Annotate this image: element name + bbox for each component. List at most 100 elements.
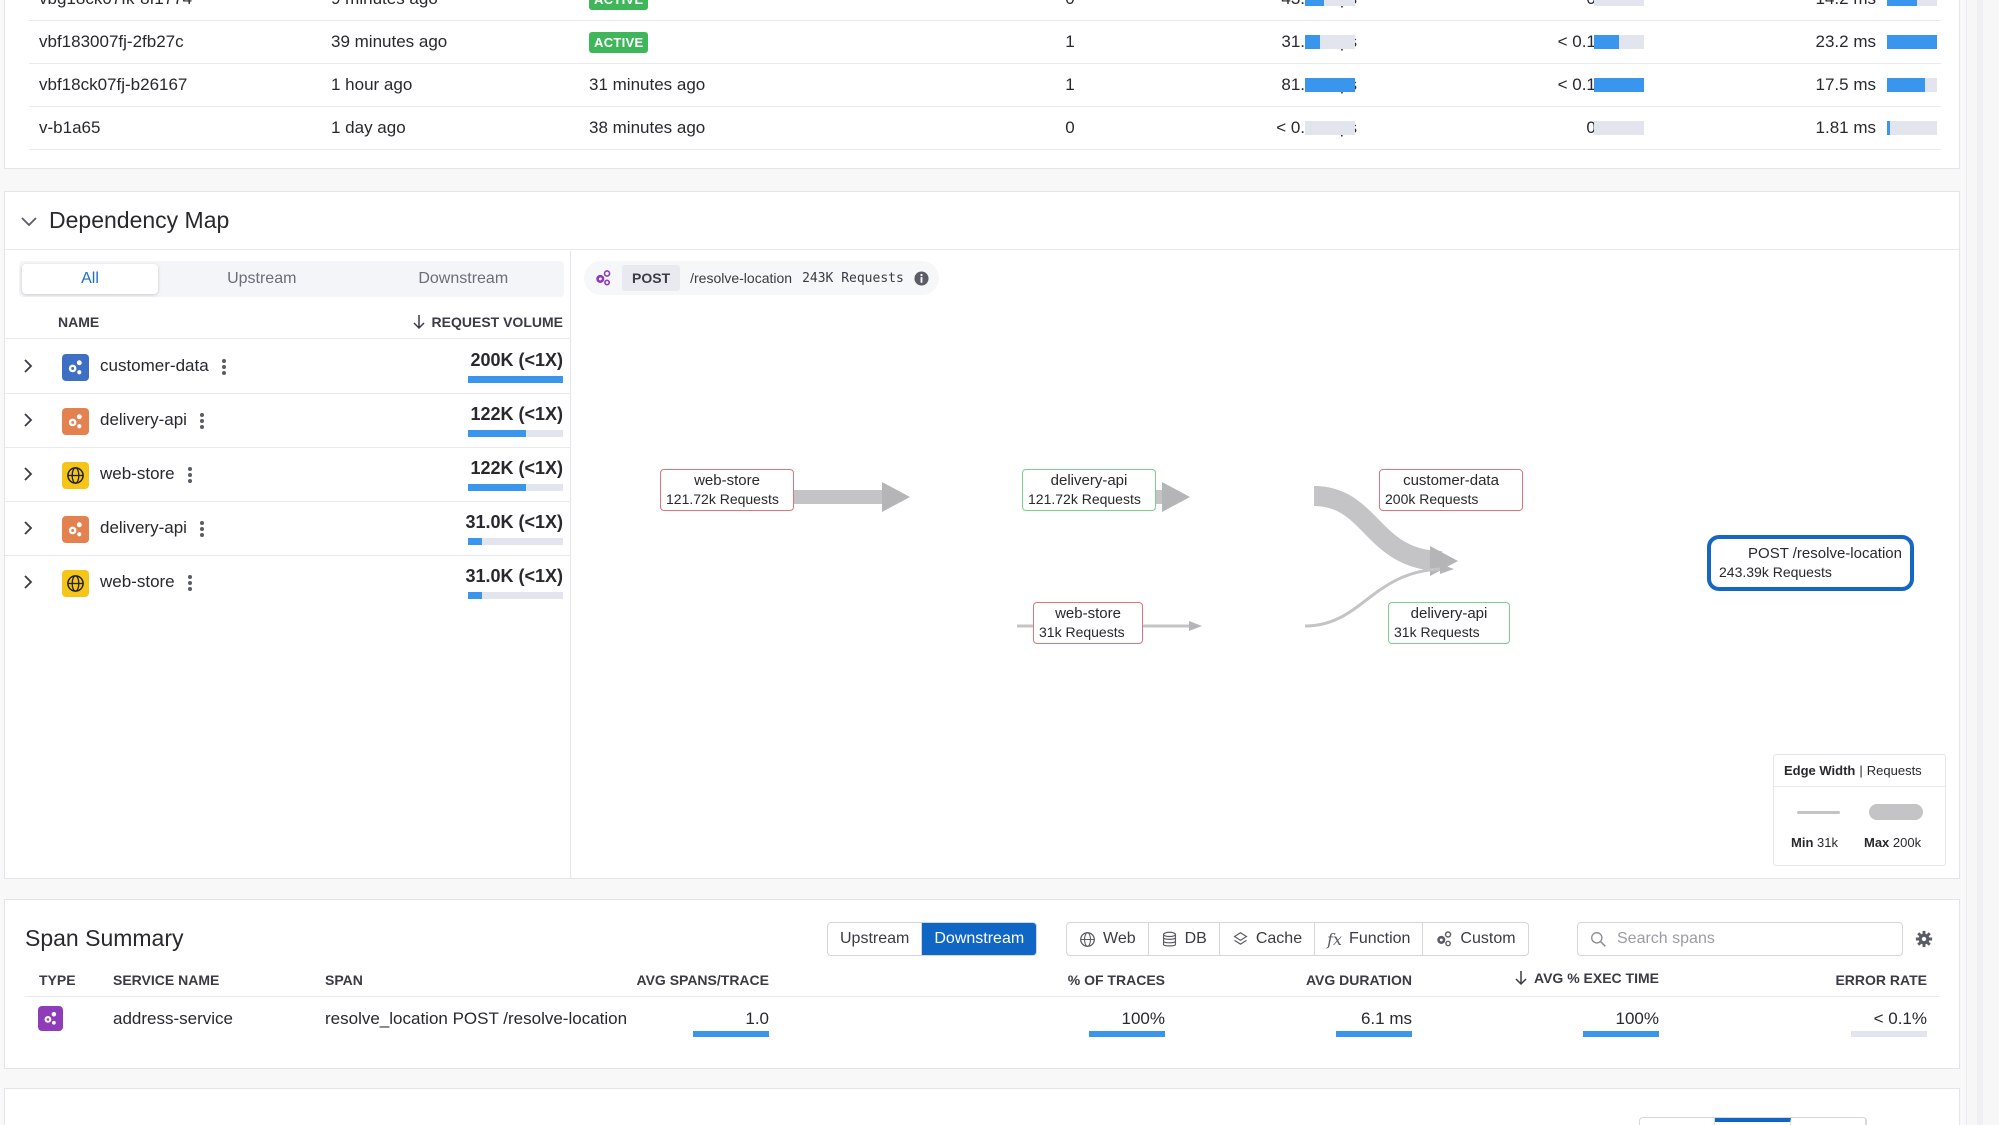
service-name: delivery-api: [100, 518, 205, 539]
tab-all[interactable]: All: [22, 264, 158, 294]
chevron-right-icon[interactable]: [19, 573, 37, 591]
dependency-list: All Upstream Downstream NAME REQUEST VOL…: [5, 251, 571, 878]
scrollbar-track[interactable]: [1977, 0, 1983, 1125]
column-name[interactable]: NAME: [58, 314, 100, 330]
more-options-icon[interactable]: [199, 519, 205, 539]
version-id: vbg18ck07fk-8f1774: [39, 0, 192, 9]
column-service-name[interactable]: SERVICE NAME: [113, 972, 220, 988]
graph-node-delivery-api[interactable]: delivery-api 121.72k Requests: [1022, 469, 1156, 511]
dependency-graph-area[interactable]: POST /resolve-location 243K Requests: [572, 251, 1959, 878]
downstream-button[interactable]: Downstream: [922, 923, 1037, 955]
section-title: Dependency Map: [49, 207, 230, 233]
filter-custom-button[interactable]: Custom: [1423, 923, 1527, 955]
service-gears-icon: [62, 516, 89, 543]
filter-web-button[interactable]: Web: [1067, 923, 1149, 955]
list-item[interactable]: delivery-api 31.0K (<1X): [5, 502, 571, 556]
column-pct-traces[interactable]: % OF TRACES: [1067, 972, 1165, 988]
version-id: vbf183007fj-2fb27c: [39, 32, 184, 51]
dependency-graph[interactable]: web-store 121.72k Requests delivery-api …: [572, 251, 1960, 879]
settings-gear-icon[interactable]: [1915, 930, 1933, 948]
service-gears-icon: [62, 408, 89, 435]
filter-db-button[interactable]: DB: [1149, 923, 1220, 955]
graph-node-customer-data[interactable]: customer-data 200k Requests: [1379, 469, 1523, 511]
chevron-right-icon[interactable]: [19, 465, 37, 483]
latency-bar: [1887, 0, 1937, 6]
dependency-list-header: NAME REQUEST VOLUME: [5, 303, 571, 339]
list-item[interactable]: customer-data 200K (<1X): [5, 340, 571, 394]
list-item[interactable]: web-store 122K (<1X): [5, 448, 571, 502]
edge-width-legend: Edge Width | Requests Min 31k Max 200k: [1773, 754, 1946, 866]
tab-upstream[interactable]: Upstream: [227, 270, 297, 287]
span-summary-panel: Span Summary Upstream Downstream Web DB …: [4, 899, 1960, 1069]
avg-exec-value: 100%: [1615, 1009, 1659, 1028]
chevron-right-icon[interactable]: [19, 519, 37, 537]
avg-spans-value: 1.0: [745, 1009, 769, 1028]
span-table-header: TYPE SERVICE NAME SPAN AVG SPANS/TRACE %…: [25, 963, 1939, 997]
column-error-rate[interactable]: ERROR RATE: [1835, 972, 1927, 988]
requests-bar: [1305, 78, 1355, 92]
request-volume-bar: [468, 430, 563, 437]
filter-cache-button[interactable]: Cache: [1220, 923, 1316, 955]
table-row[interactable]: vbf183007fj-2fb27c 39 minutes ago ACTIVE…: [29, 21, 1941, 64]
status-badge: ACTIVE: [589, 32, 649, 53]
chevron-right-icon[interactable]: [19, 411, 37, 429]
avg-exec-bar: [1583, 1031, 1659, 1037]
table-row[interactable]: vbf18ck07fj-b26167 1 hour ago 31 minutes…: [29, 64, 1941, 107]
latency-value: 1.81 ms: [1815, 118, 1876, 137]
more-options-icon[interactable]: [187, 573, 193, 593]
status-cell: ACTIVE: [589, 0, 649, 10]
latency-bar: [1887, 121, 1937, 135]
filter-function-button[interactable]: fx Function: [1315, 923, 1424, 955]
dependency-map-panel: Dependency Map All Upstream Downstream N…: [4, 191, 1960, 879]
last-seen: 38 minutes ago: [589, 118, 706, 137]
list-item[interactable]: web-store 31.0K (<1X): [5, 556, 571, 610]
deployed-time: 9 minutes ago: [331, 0, 438, 9]
segment-option-selected[interactable]: [1715, 1118, 1791, 1125]
info-icon[interactable]: [914, 270, 929, 286]
service-name[interactable]: address-service: [113, 1009, 233, 1028]
column-avg-exec-time[interactable]: AVG % EXEC TIME: [1514, 970, 1659, 986]
service-gears-icon: [62, 354, 89, 381]
column-avg-spans-trace[interactable]: AVG SPANS/TRACE: [636, 972, 770, 988]
column-avg-duration[interactable]: AVG DURATION: [1305, 972, 1412, 988]
service-name: web-store: [100, 464, 193, 485]
upstream-button[interactable]: Upstream: [828, 923, 923, 955]
search-icon: [1591, 931, 1606, 947]
dependency-map-header[interactable]: Dependency Map: [5, 192, 1959, 250]
avg-duration-bar: [1336, 1031, 1412, 1037]
search-spans-input[interactable]: [1617, 930, 1887, 948]
search-spans-field[interactable]: [1577, 922, 1903, 956]
span-name[interactable]: resolve_location POST /resolve-location: [325, 1009, 628, 1028]
segment-option[interactable]: [1791, 1118, 1866, 1125]
graph-node-delivery-api[interactable]: delivery-api 31k Requests: [1388, 602, 1510, 644]
service-gears-icon: [596, 270, 611, 286]
more-options-icon[interactable]: [199, 411, 205, 431]
table-row[interactable]: v-b1a65 1 day ago 38 minutes ago 0 < 0.1…: [29, 107, 1941, 150]
table-row[interactable]: address-service resolve_location POST /r…: [25, 998, 1939, 1046]
latency-value: 14.2 ms: [1816, 0, 1876, 9]
latency-bar: [1887, 78, 1937, 92]
tab-downstream[interactable]: Downstream: [418, 270, 509, 287]
function-icon: fx: [1327, 929, 1343, 949]
error-count: 1: [1065, 75, 1075, 94]
list-item[interactable]: delivery-api 122K (<1X): [5, 394, 571, 448]
graph-node-web-store[interactable]: web-store 31k Requests: [1033, 602, 1143, 644]
request-volume-bar: [468, 484, 563, 491]
graph-node-root-resource[interactable]: POST /resolve-location 243.39k Requests: [1707, 535, 1914, 591]
latency-value: 23.2 ms: [1815, 32, 1876, 51]
request-volume: 31.0K (<1X): [465, 566, 563, 586]
chevron-down-icon[interactable]: [19, 211, 39, 231]
more-options-icon[interactable]: [187, 465, 193, 485]
chevron-right-icon[interactable]: [19, 357, 37, 375]
page-scrollbar[interactable]: [1966, 0, 1999, 1125]
more-options-icon[interactable]: [221, 357, 227, 377]
request-volume: 122K (<1X): [470, 404, 563, 424]
table-row[interactable]: vbg18ck07fk-8f1774 9 minutes ago ACTIVE …: [29, 0, 1941, 21]
column-request-volume[interactable]: REQUEST VOLUME: [412, 314, 563, 330]
graph-node-web-store[interactable]: web-store 121.72k Requests: [660, 469, 794, 511]
column-span[interactable]: SPAN: [325, 972, 363, 988]
segment-option[interactable]: [1640, 1118, 1716, 1125]
column-type[interactable]: TYPE: [39, 972, 76, 988]
request-volume-bar: [468, 376, 563, 383]
request-volume: 122K (<1X): [470, 458, 563, 478]
